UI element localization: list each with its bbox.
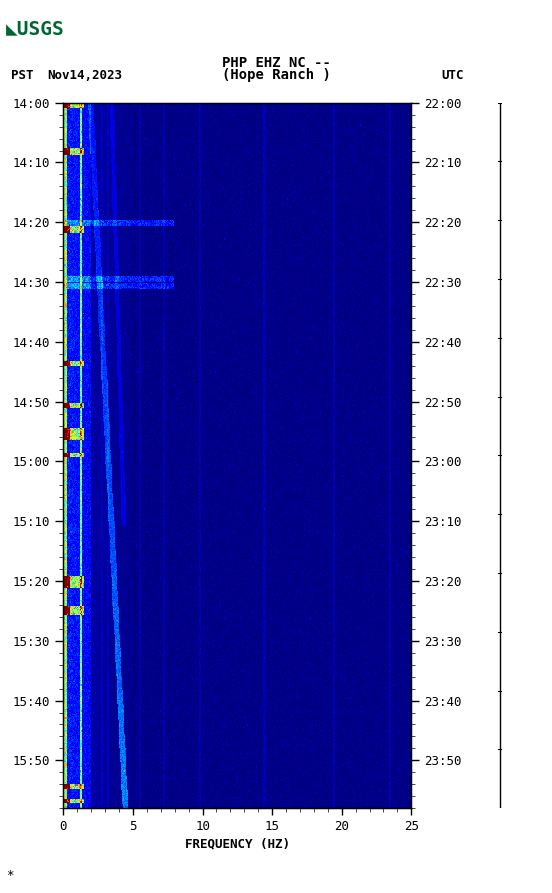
Text: UTC: UTC [442,69,464,82]
Text: PST: PST [11,69,34,82]
Text: PHP EHZ NC --: PHP EHZ NC -- [221,55,331,70]
Text: (Hope Ranch ): (Hope Ranch ) [221,68,331,82]
X-axis label: FREQUENCY (HZ): FREQUENCY (HZ) [185,837,290,850]
Text: Nov14,2023: Nov14,2023 [47,69,122,82]
Text: ◣USGS: ◣USGS [6,20,64,38]
Text: *: * [6,869,13,882]
